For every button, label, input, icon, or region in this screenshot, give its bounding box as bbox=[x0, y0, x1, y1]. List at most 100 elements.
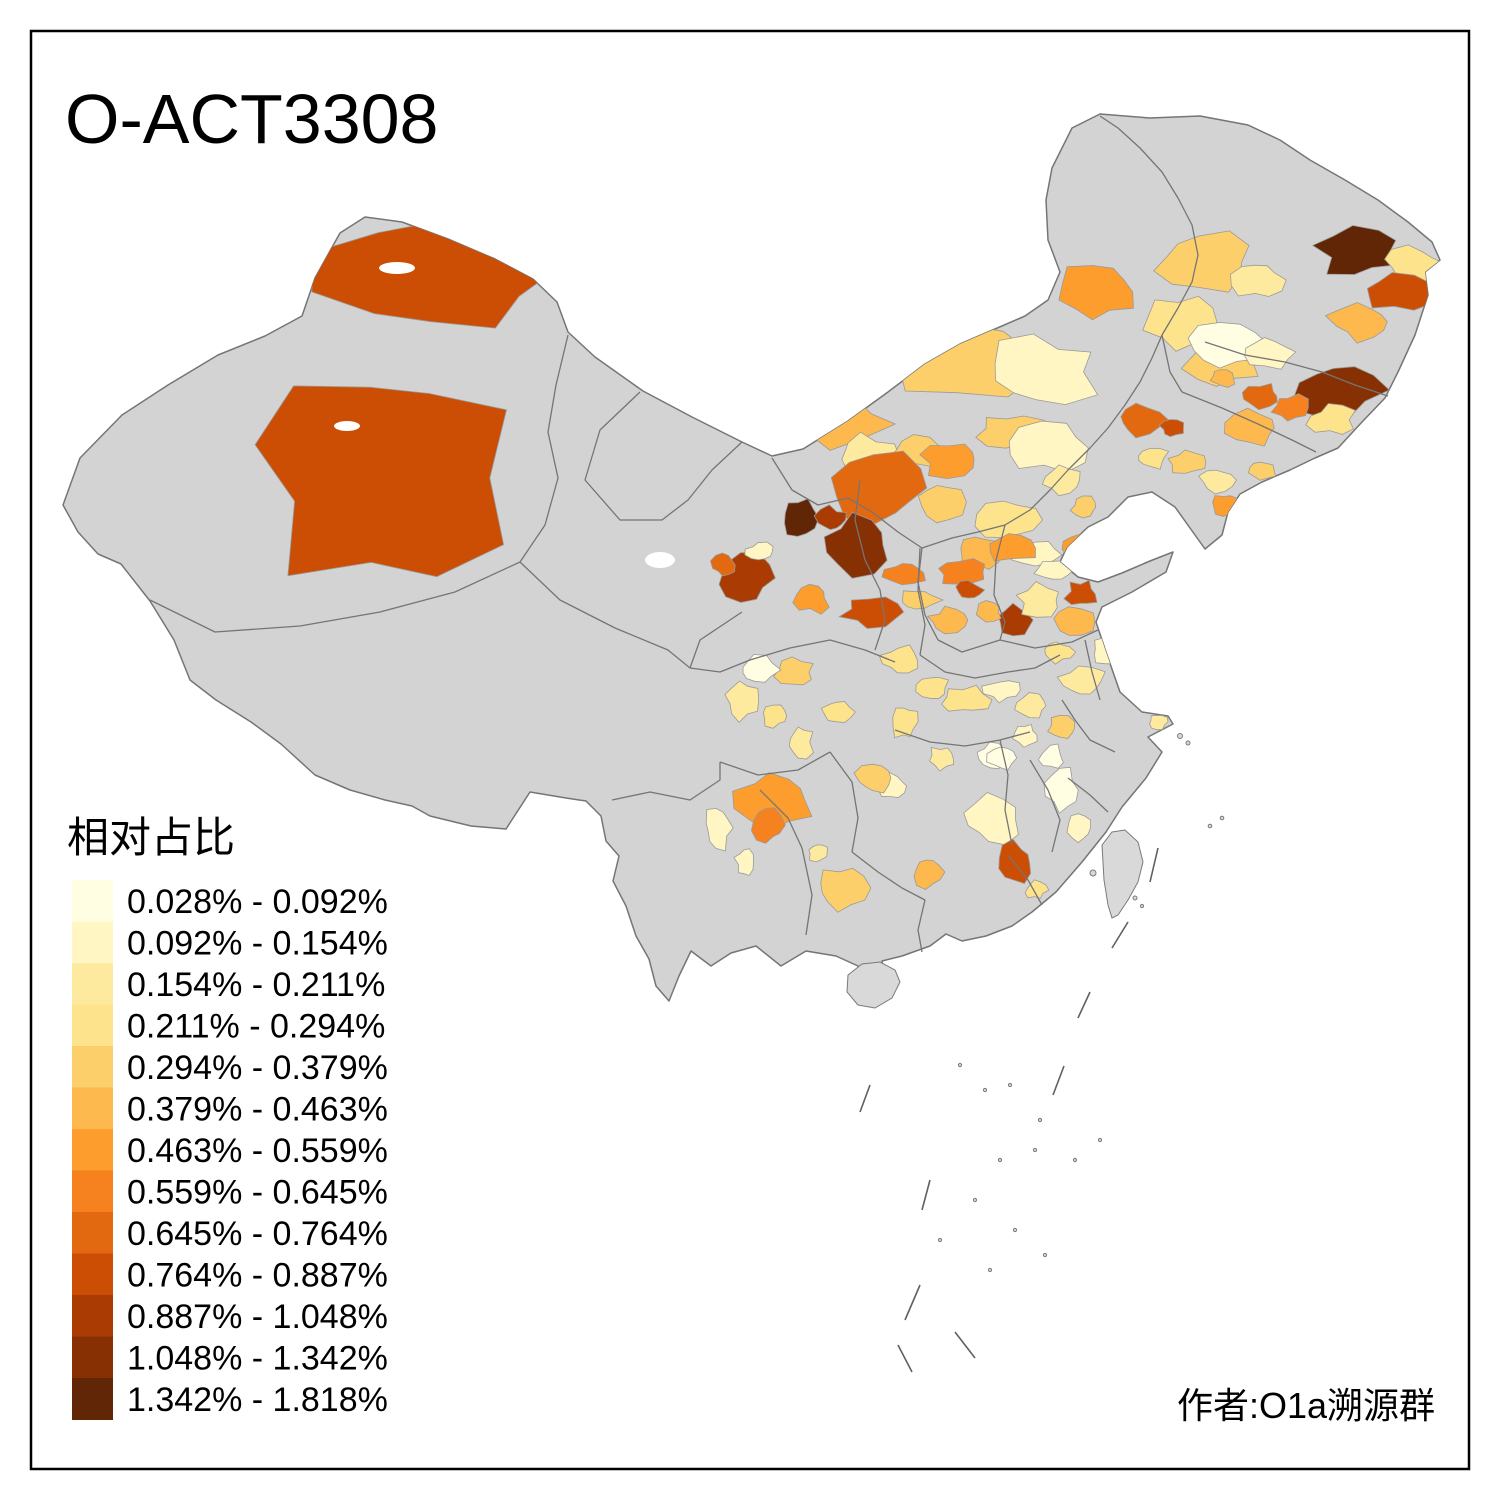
lake-ulungur bbox=[379, 262, 415, 274]
region-patch bbox=[1366, 272, 1435, 311]
lake-bosten bbox=[334, 421, 360, 431]
region-patch bbox=[915, 676, 950, 700]
small-islands bbox=[937, 733, 1225, 1273]
region-patch bbox=[986, 746, 1018, 771]
region-patch bbox=[853, 763, 892, 794]
legend-label: 0.887% - 1.048% bbox=[127, 1298, 388, 1336]
legend-label: 0.764% - 0.887% bbox=[127, 1256, 388, 1294]
region-patch bbox=[913, 859, 946, 890]
region-patch bbox=[1224, 407, 1275, 447]
legend-swatch bbox=[72, 1129, 113, 1171]
legend-label: 0.463% - 0.559% bbox=[127, 1132, 388, 1170]
region-patch bbox=[254, 385, 507, 578]
legend-label: 0.028% - 0.092% bbox=[127, 883, 388, 921]
region-patch bbox=[1063, 579, 1098, 606]
region-patch bbox=[941, 684, 993, 712]
region-patch bbox=[750, 807, 786, 844]
region-patch bbox=[1153, 230, 1250, 293]
region-patch bbox=[981, 680, 1021, 704]
region-patch bbox=[1037, 743, 1064, 769]
legend-swatch bbox=[72, 1253, 113, 1296]
region-patch bbox=[1053, 606, 1096, 636]
region-patch bbox=[792, 583, 830, 615]
region-patch bbox=[902, 590, 944, 610]
hainan-island bbox=[846, 961, 901, 1009]
lakes bbox=[334, 262, 675, 568]
legend-swatch bbox=[72, 921, 113, 964]
region-patch bbox=[1069, 495, 1097, 519]
legend-label: 0.154% - 0.211% bbox=[127, 966, 385, 1004]
region-patch bbox=[1198, 469, 1238, 495]
region-patch bbox=[917, 485, 967, 524]
province-borders bbox=[149, 115, 1389, 953]
region-patch bbox=[724, 680, 760, 723]
region-patch bbox=[975, 600, 1002, 623]
legend-swatch bbox=[72, 880, 113, 922]
legend-swatch bbox=[72, 1170, 113, 1213]
legend-label: 0.211% - 0.294% bbox=[127, 1007, 385, 1045]
region-patch bbox=[955, 579, 986, 599]
region-patch bbox=[1158, 419, 1185, 438]
region-patch bbox=[994, 333, 1099, 406]
region-patch bbox=[1066, 813, 1091, 844]
region-patch bbox=[762, 704, 788, 729]
region-patch bbox=[788, 726, 814, 760]
lake-qinghai bbox=[645, 552, 675, 568]
region-patch bbox=[1012, 723, 1038, 748]
region-patch bbox=[823, 511, 888, 579]
legend-label: 0.092% - 0.154% bbox=[127, 924, 388, 962]
legend-label: 0.379% - 0.463% bbox=[127, 1090, 388, 1128]
legend: 相对占比 0.028% - 0.092%0.092% - 0.154% 0.154… bbox=[67, 814, 388, 1420]
region-patch bbox=[1120, 402, 1170, 439]
region-patch bbox=[1230, 264, 1287, 297]
region-patch bbox=[1058, 265, 1134, 321]
legend-swatch bbox=[72, 963, 113, 1005]
region-patch bbox=[1149, 714, 1169, 731]
region-patch bbox=[1241, 383, 1278, 411]
region-patch bbox=[1248, 461, 1276, 481]
region-patch bbox=[926, 605, 969, 635]
region-patch bbox=[820, 701, 856, 724]
region-patch bbox=[1209, 369, 1236, 388]
legend-swatch bbox=[72, 1212, 113, 1254]
region-patch bbox=[705, 807, 734, 852]
region-patch bbox=[1270, 393, 1309, 422]
region-patch bbox=[1324, 302, 1388, 344]
region-patch bbox=[710, 552, 736, 577]
region-patch bbox=[830, 450, 928, 526]
region-patch bbox=[838, 596, 905, 629]
legend-label: 1.342% - 1.818% bbox=[127, 1381, 388, 1419]
region-patch bbox=[938, 558, 986, 585]
region-patch bbox=[1015, 580, 1059, 618]
legend-swatch bbox=[72, 1004, 113, 1047]
attribution: 作者:O1a溯源群 bbox=[1177, 1385, 1435, 1426]
region-patch bbox=[881, 563, 926, 586]
region-patch bbox=[878, 644, 919, 674]
legend-label: 0.294% - 0.379% bbox=[127, 1049, 388, 1087]
region-patch bbox=[1047, 714, 1076, 739]
region-patch bbox=[919, 443, 975, 480]
legend-swatch bbox=[72, 1046, 113, 1088]
region-patch bbox=[784, 498, 820, 537]
region-patch bbox=[1293, 366, 1391, 421]
region-patch bbox=[733, 848, 754, 876]
region-patch bbox=[1014, 692, 1047, 719]
legend-label: 0.559% - 0.645% bbox=[127, 1173, 388, 1211]
legend-label: 0.645% - 0.764% bbox=[127, 1215, 388, 1253]
legend-swatch bbox=[72, 1378, 113, 1420]
legend-swatch bbox=[72, 1295, 113, 1337]
region-patch bbox=[744, 541, 774, 561]
region-patch bbox=[1305, 403, 1357, 435]
taiwan-island bbox=[1101, 829, 1144, 919]
region-patch bbox=[742, 654, 782, 683]
legend-label: 1.048% - 1.342% bbox=[127, 1339, 388, 1377]
region-patch bbox=[1311, 225, 1397, 275]
legend-swatch bbox=[72, 1087, 113, 1130]
legend-title: 相对占比 bbox=[67, 814, 235, 861]
nine-dash-line bbox=[859, 847, 1159, 1373]
region-patch bbox=[1167, 449, 1207, 474]
region-patch bbox=[820, 867, 872, 913]
region-patch bbox=[813, 504, 847, 531]
page-title: O-ACT3308 bbox=[65, 80, 438, 158]
